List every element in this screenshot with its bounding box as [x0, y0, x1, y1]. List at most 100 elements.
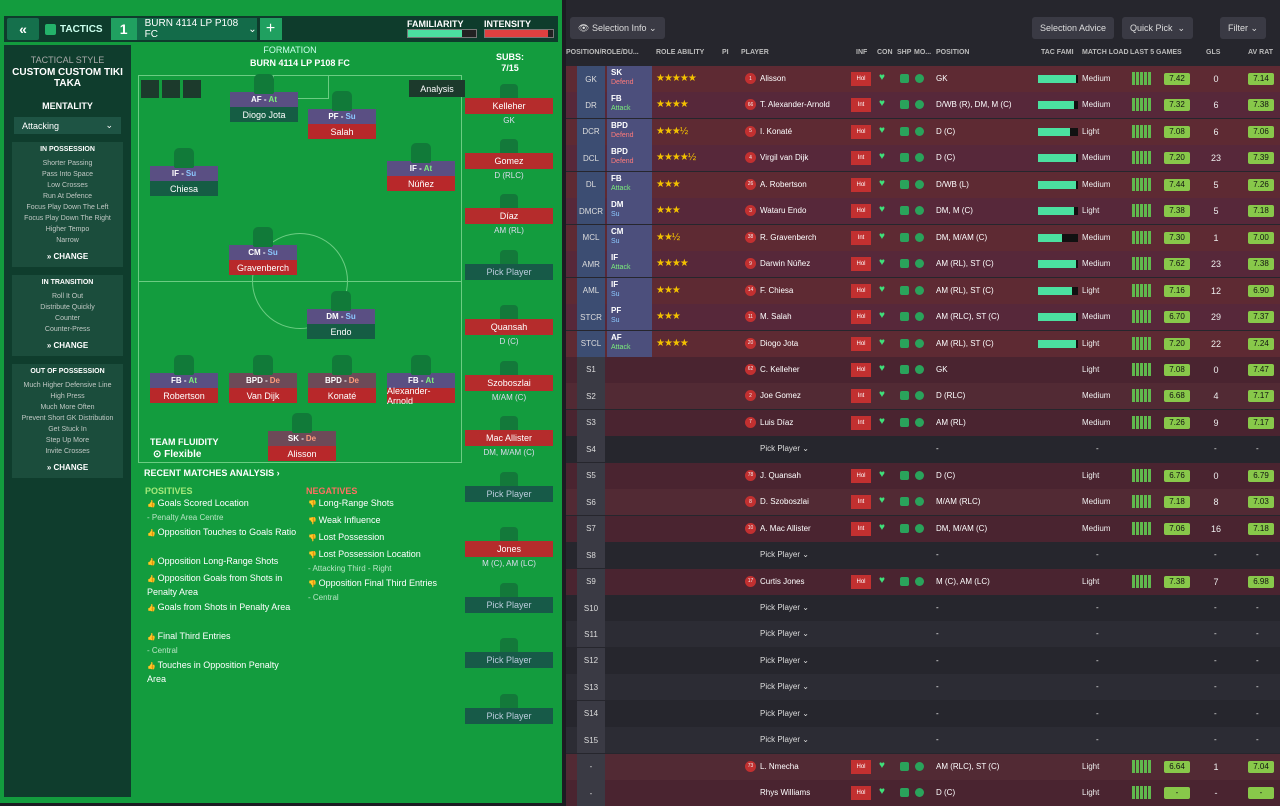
table-row[interactable]: S10 Pick Player ⌄ - - - -: [566, 595, 1280, 621]
table-row[interactable]: - Rhys Williams Hol ♥ D (C) Light - - -: [566, 780, 1280, 806]
pitch-player-card[interactable]: CM - Su Gravenberch: [229, 227, 297, 281]
position-slot[interactable]: S11: [577, 621, 605, 648]
column-header[interactable]: PLAYER: [741, 49, 769, 56]
player-name[interactable]: D. Szoboszlai: [760, 497, 809, 507]
position-slot[interactable]: S3: [577, 409, 605, 436]
table-row[interactable]: S15 Pick Player ⌄ - - - -: [566, 727, 1280, 754]
position-slot[interactable]: S10: [577, 595, 605, 621]
player-name[interactable]: Diogo Jota: [760, 338, 799, 348]
player-name[interactable]: Curtis Jones: [760, 576, 805, 586]
position-slot[interactable]: DCR: [577, 118, 605, 145]
pitch-player-card[interactable]: DM - Su Endo: [307, 291, 375, 345]
position-slot[interactable]: DCL: [577, 145, 605, 172]
sub-player-card[interactable]: Kelleher: [465, 98, 553, 114]
table-row[interactable]: STCL AF Attack ★★★★ 20 Diogo Jota Hol ♥ AM (RL),…: [566, 330, 1280, 357]
table-row[interactable]: GK SK Defend ★★★★★ 1 Alisson Hol ♥ GK Medium 7.42 0…: [566, 66, 1280, 92]
add-tactic-button[interactable]: +: [259, 18, 282, 40]
position-slot[interactable]: S4: [577, 436, 605, 463]
position-slot[interactable]: DL: [577, 171, 605, 198]
sub-player-card[interactable]: Gomez: [465, 153, 553, 169]
position-slot[interactable]: MCL: [577, 224, 605, 251]
position-slot[interactable]: -: [577, 753, 605, 780]
analysis-button[interactable]: Analysis: [409, 80, 465, 97]
quick-pick-button[interactable]: Quick Pick ⌄: [1122, 17, 1194, 39]
column-header[interactable]: MATCH LOAD: [1082, 49, 1129, 56]
formation-name[interactable]: BURN 4114 LP P108 FC: [250, 58, 350, 68]
pick-player-select[interactable]: Pick Player ⌄: [760, 550, 809, 560]
column-header[interactable]: MO...: [914, 49, 932, 56]
pick-player-select[interactable]: Pick Player ⌄: [760, 682, 809, 692]
change-button[interactable]: » CHANGE: [46, 252, 89, 261]
column-header[interactable]: POSITION: [936, 49, 970, 56]
player-name[interactable]: Luis Díaz: [760, 417, 794, 427]
position-slot[interactable]: S8: [577, 542, 605, 569]
player-name[interactable]: Alisson: [760, 74, 786, 83]
table-row[interactable]: S14 Pick Player ⌄ - - - -: [566, 700, 1280, 727]
table-row[interactable]: S13 Pick Player ⌄ - - - -: [566, 674, 1280, 701]
role-duty[interactable]: FB Attack: [607, 171, 652, 198]
pick-player-select[interactable]: Pick Player ⌄: [760, 735, 809, 745]
pick-player-select[interactable]: Pick Player ⌄: [760, 629, 809, 639]
column-header[interactable]: INF: [856, 49, 868, 56]
position-slot[interactable]: -: [577, 780, 605, 806]
table-row[interactable]: S4 Pick Player ⌄ - - - -: [566, 436, 1280, 463]
table-row[interactable]: AMR IF Attack ★★★★ 9 Darwin Núñez Hol ♥ AM (RL),…: [566, 251, 1280, 278]
position-slot[interactable]: DR: [577, 92, 605, 119]
table-row[interactable]: - 73 L. Nmecha Hol ♥ AM (RLC), ST (C) Light 6.6…: [566, 753, 1280, 780]
table-row[interactable]: DMCR DM Su ★★★ 3 Wataru Endo Hol ♥ DM, M (C) Ligh…: [566, 198, 1280, 225]
position-slot[interactable]: STCL: [577, 330, 605, 357]
pick-player-select[interactable]: Pick Player ⌄: [760, 708, 809, 718]
pitch-player-card[interactable]: SK - De Alisson: [268, 413, 336, 467]
column-header[interactable]: TAC FAMI: [1041, 49, 1074, 56]
pitch-player-card[interactable]: BPD - De Van Dijk: [229, 355, 297, 409]
selection-info-button[interactable]: 👁 Selection Info ⌄: [570, 17, 665, 39]
table-row[interactable]: STCR PF Su ★★★ 11 M. Salah Hol ♥ AM (RLC), ST (C…: [566, 304, 1280, 331]
player-view-icon[interactable]: [141, 80, 159, 98]
player-name[interactable]: T. Alexander-Arnold: [760, 100, 830, 110]
change-button[interactable]: » CHANGE: [46, 463, 89, 472]
pitch-player-card[interactable]: AF - At Diogo Jota: [230, 74, 298, 128]
position-slot[interactable]: S12: [577, 647, 605, 674]
column-header[interactable]: POSITION/ROLE/DU...: [566, 49, 639, 56]
selection-advice-button[interactable]: Selection Advice: [1032, 17, 1115, 39]
position-slot[interactable]: S7: [577, 515, 605, 542]
player-name[interactable]: L. Nmecha: [760, 761, 799, 771]
column-header[interactable]: SHP: [897, 49, 912, 56]
role-duty[interactable]: BPD Defend: [607, 145, 652, 172]
tactical-style-name[interactable]: CUSTOM CUSTOM TIKI TAKA: [12, 67, 123, 89]
back-button[interactable]: «: [7, 18, 39, 40]
role-duty[interactable]: AF Attack: [607, 330, 652, 357]
player-name[interactable]: I. Konaté: [760, 126, 793, 136]
role-duty[interactable]: IF Attack: [607, 251, 652, 278]
table-row[interactable]: DR FB Attack ★★★★ 66 T. Alexander-Arnold Int ♥ D…: [566, 92, 1280, 119]
role-duty[interactable]: IF Su: [607, 277, 652, 304]
position-slot[interactable]: S5: [577, 462, 605, 489]
filter-button[interactable]: Filter ⌄: [1220, 17, 1267, 39]
player-name[interactable]: F. Chiesa: [760, 285, 794, 295]
sub-player-card[interactable]: Szoboszlai: [465, 375, 553, 391]
sub-player-card[interactable]: Pick Player: [465, 264, 553, 280]
pick-player-select[interactable]: Pick Player ⌄: [760, 444, 809, 454]
column-header[interactable]: GLS: [1206, 49, 1221, 56]
role-duty[interactable]: PF Su: [607, 304, 652, 331]
role-duty[interactable]: BPD Defend: [607, 118, 652, 145]
pick-player-select[interactable]: Pick Player ⌄: [760, 655, 809, 665]
column-header[interactable]: LAST 5 GAMES: [1130, 49, 1182, 56]
sub-player-card[interactable]: Jones: [465, 541, 553, 557]
position-slot[interactable]: S6: [577, 489, 605, 516]
position-slot[interactable]: GK: [577, 66, 605, 92]
report-view-icon[interactable]: [183, 80, 201, 98]
player-name[interactable]: C. Kelleher: [760, 364, 800, 374]
role-duty[interactable]: SK Defend: [607, 66, 652, 92]
column-header[interactable]: ROLE ABILITY: [656, 49, 705, 56]
table-row[interactable]: AML IF Su ★★★ 14 F. Chiesa Hol ♥ AM (RL), ST (C)…: [566, 277, 1280, 304]
player-name[interactable]: A. Robertson: [760, 179, 807, 189]
role-duty[interactable]: FB Attack: [607, 92, 652, 119]
position-slot[interactable]: S13: [577, 674, 605, 701]
sub-player-card[interactable]: Quansah: [465, 319, 553, 335]
table-row[interactable]: DL FB Attack ★★★ 26 A. Robertson Hol ♥ D/WB (L) M…: [566, 171, 1280, 198]
position-slot[interactable]: S1: [577, 356, 605, 383]
column-header[interactable]: PI: [722, 49, 729, 56]
table-row[interactable]: S9 17 Curtis Jones Hol ♥ M (C), AM (LC) Light 7…: [566, 568, 1280, 595]
sub-player-card[interactable]: Pick Player: [465, 708, 553, 724]
